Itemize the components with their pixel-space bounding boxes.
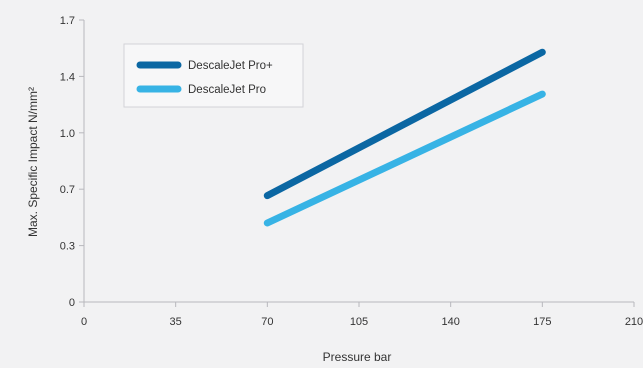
- legend-label: DescaleJet Pro+: [188, 60, 273, 72]
- y-tick-label: 0: [69, 297, 75, 309]
- legend-label: DescaleJet Pro: [188, 84, 266, 96]
- x-axis-title: Pressure bar: [323, 350, 392, 364]
- y-tick-label: 1.7: [60, 15, 75, 27]
- y-tick-label: 1.4: [60, 71, 75, 83]
- x-tick-label: 210: [625, 316, 643, 328]
- legend-box: [123, 43, 304, 108]
- x-tick-label: 140: [441, 316, 459, 328]
- y-axis-title: Max. Specific Impact N/mm²: [26, 87, 40, 237]
- x-tick-label: 0: [81, 316, 87, 328]
- y-tick-label: 0.3: [60, 241, 75, 253]
- x-tick-label: 105: [350, 316, 368, 328]
- series-line: [263, 48, 546, 200]
- x-tick-label: 70: [261, 316, 273, 328]
- x-tick-label: 35: [170, 316, 182, 328]
- series-line: [263, 90, 546, 227]
- y-tick-label: 0.7: [60, 184, 75, 196]
- x-tick-label: 175: [533, 316, 551, 328]
- y-tick-label: 1.0: [60, 128, 75, 140]
